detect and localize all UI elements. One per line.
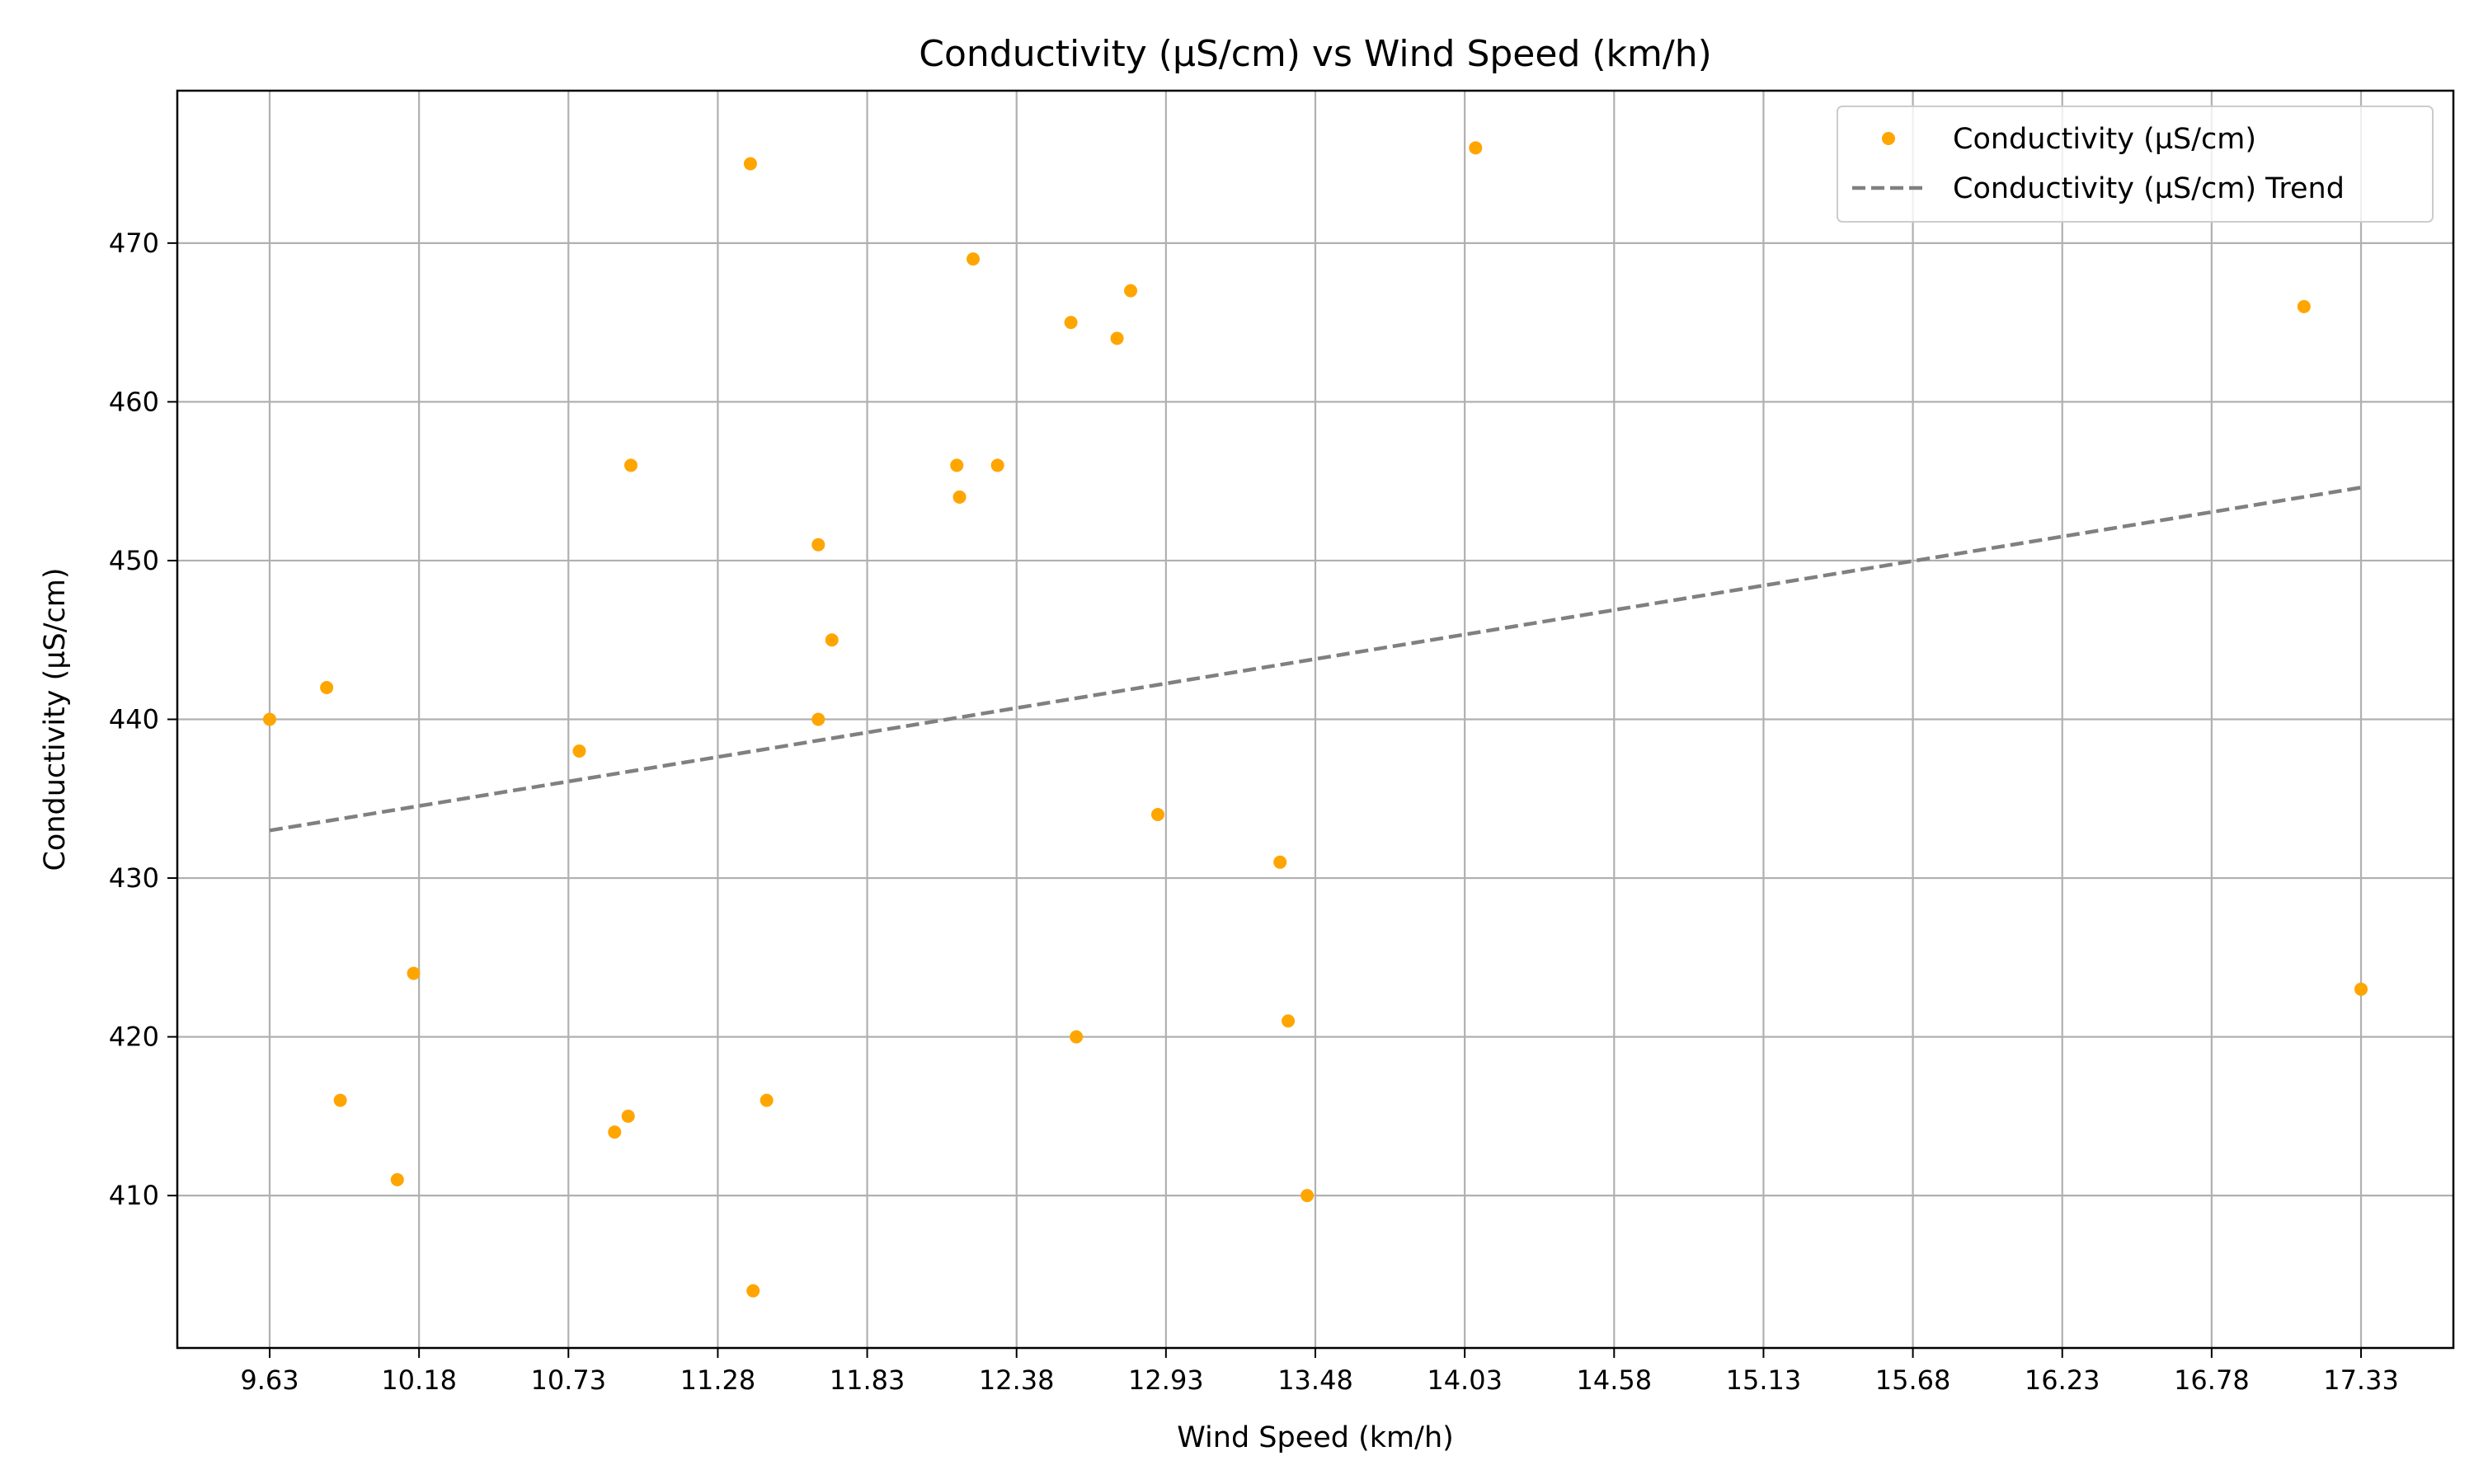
points-layer	[262, 141, 2368, 1298]
data-point	[825, 633, 839, 647]
data-point	[990, 458, 1004, 472]
data-point	[320, 680, 334, 694]
y-tick-label: 420	[109, 1021, 159, 1053]
data-point	[572, 744, 586, 758]
data-point	[333, 1093, 347, 1107]
data-point	[1273, 855, 1287, 869]
data-point	[1110, 331, 1124, 345]
legend-box	[1837, 106, 2434, 223]
y-tick-label: 430	[109, 862, 159, 894]
x-tick-label: 16.78	[2174, 1364, 2250, 1396]
x-axis-ticks: 9.63 10.18 10.73 11.28 11.83 12.38 12.93 13.48 1…	[240, 1348, 2399, 1396]
data-point	[760, 1093, 774, 1107]
chart-title: Conductivity (µS/cm) vs Wind Speed (km/h…	[919, 33, 1712, 75]
data-point	[811, 538, 825, 552]
x-tick-label: 11.28	[680, 1364, 756, 1396]
data-point	[621, 1109, 635, 1123]
data-point	[950, 458, 964, 472]
y-axis-label: Conductivity (µS/cm)	[39, 567, 72, 871]
x-tick-label: 11.83	[830, 1364, 905, 1396]
x-tick-label: 14.58	[1576, 1364, 1652, 1396]
x-tick-label: 15.13	[1726, 1364, 1802, 1396]
legend-trend-label: Conductivity (µS/cm) Trend	[1953, 172, 2345, 205]
x-tick-label: 10.73	[530, 1364, 606, 1396]
x-tick-label: 12.93	[1128, 1364, 1204, 1396]
x-tick-label: 16.23	[2025, 1364, 2100, 1396]
data-point	[1300, 1189, 1315, 1203]
data-point	[746, 1284, 760, 1298]
x-axis-label: Wind Speed (km/h)	[1177, 1421, 1454, 1454]
data-point	[1150, 808, 1164, 822]
data-point	[1064, 316, 1078, 330]
x-tick-label: 17.33	[2323, 1364, 2399, 1396]
data-point	[811, 712, 825, 726]
data-point	[1282, 1014, 1296, 1028]
x-tick-label: 12.38	[979, 1364, 1055, 1396]
data-point	[624, 458, 638, 472]
data-point	[262, 712, 276, 726]
data-point	[1124, 284, 1138, 298]
trend-layer	[269, 486, 2362, 833]
data-point	[1070, 1030, 1084, 1044]
data-point	[2297, 299, 2311, 313]
x-tick-label: 13.48	[1277, 1364, 1353, 1396]
y-axis-ticks: 410 420 430 440 450 460 470	[109, 228, 177, 1211]
data-point	[967, 252, 981, 266]
data-point	[407, 966, 421, 980]
y-tick-label: 470	[109, 228, 159, 259]
legend: Conductivity (µS/cm) Conductivity (µS/cm…	[1837, 106, 2434, 223]
x-tick-label: 15.68	[1875, 1364, 1951, 1396]
x-tick-label: 9.63	[240, 1364, 299, 1396]
data-point	[1469, 141, 1483, 155]
y-tick-label: 440	[109, 704, 159, 735]
grid	[177, 91, 2453, 1348]
legend-scatter-label: Conductivity (µS/cm)	[1953, 123, 2256, 156]
x-tick-label: 14.03	[1427, 1364, 1503, 1396]
y-tick-label: 410	[109, 1180, 159, 1211]
y-tick-label: 450	[109, 545, 159, 576]
legend-scatter-marker	[1882, 132, 1895, 145]
x-tick-label: 10.18	[381, 1364, 457, 1396]
data-point	[390, 1172, 404, 1186]
data-point	[2354, 982, 2368, 996]
data-point	[743, 157, 757, 171]
y-tick-label: 460	[109, 386, 159, 417]
trend-line	[269, 486, 2362, 833]
data-point	[952, 490, 967, 504]
data-point	[608, 1125, 622, 1139]
